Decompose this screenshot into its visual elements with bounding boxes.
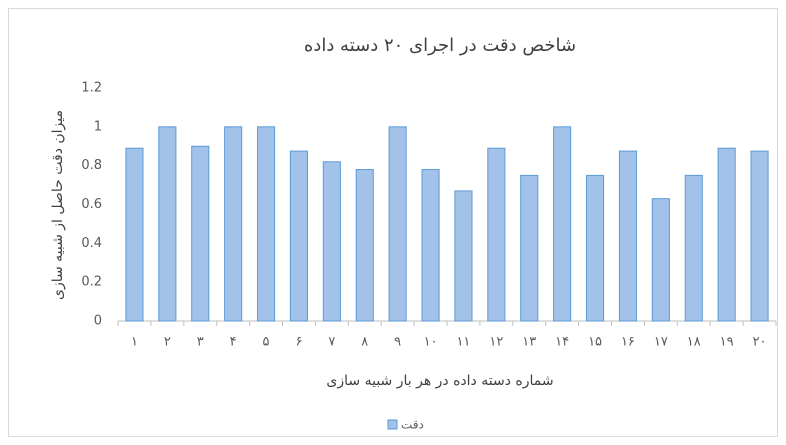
bar <box>520 174 539 322</box>
bar <box>388 126 407 322</box>
y-tick-label: 1.2 <box>81 81 102 96</box>
x-tick-label: ۱۴ <box>555 335 569 350</box>
legend-label: دقت <box>401 418 424 432</box>
bar <box>421 169 440 322</box>
bar <box>684 174 703 322</box>
bar <box>454 190 473 322</box>
bar <box>191 145 210 322</box>
y-tick-label: 0.8 <box>81 158 102 173</box>
bar <box>158 126 177 322</box>
x-tick-label: ۱۹ <box>720 335 734 350</box>
x-tick-label: ۵ <box>263 335 270 350</box>
bar <box>125 147 144 322</box>
y-tick-label: 1 <box>94 119 102 134</box>
x-tick-label: ۹ <box>394 335 401 350</box>
x-tick-label: ۱ <box>131 335 138 350</box>
y-tick-label: 0 <box>94 314 102 329</box>
bar <box>487 147 506 322</box>
y-axis-label: میزان دقت حاصل از شبیه سازی <box>50 110 66 300</box>
x-tick-label: ۱۲ <box>489 335 503 350</box>
x-tick-label: ۲ <box>164 335 171 350</box>
x-tick-label: ۷ <box>328 335 335 350</box>
bar <box>618 150 638 322</box>
y-tick-label: 0.2 <box>81 275 102 290</box>
x-tick-label: ۳ <box>197 335 204 350</box>
chart-title: شاخص دقت در اجرای ۲۰ دسته داده <box>304 35 576 56</box>
x-axis-label: شماره دسته داده در هر بار شبیه سازی <box>326 373 553 389</box>
bar <box>651 198 670 322</box>
x-tick-label: ۱۶ <box>621 335 635 350</box>
x-tick-label: ۶ <box>295 335 302 350</box>
bar <box>355 169 374 322</box>
bar <box>224 126 243 322</box>
legend-swatch <box>387 419 398 430</box>
y-tick-label: 0.6 <box>81 197 102 212</box>
bar <box>585 174 605 322</box>
bar <box>289 150 309 322</box>
x-tick-label: ۱۸ <box>687 335 701 350</box>
bar <box>256 126 276 322</box>
bar <box>750 150 769 322</box>
x-tick-label: ۲۰ <box>753 335 767 350</box>
x-tick-label: ۱۷ <box>654 335 668 350</box>
y-tick-label: 0.4 <box>81 236 102 251</box>
bar <box>322 161 341 322</box>
x-tick-label: ۱۰ <box>424 335 438 350</box>
bar <box>717 147 736 322</box>
x-tick-label: ۱۱ <box>456 335 470 350</box>
x-tick-label: ۸ <box>361 335 368 350</box>
x-tick-label: ۱۳ <box>522 335 536 350</box>
bar <box>553 126 572 322</box>
x-tick-label: ۴ <box>230 335 237 350</box>
x-tick-label: ۱۵ <box>588 335 602 350</box>
